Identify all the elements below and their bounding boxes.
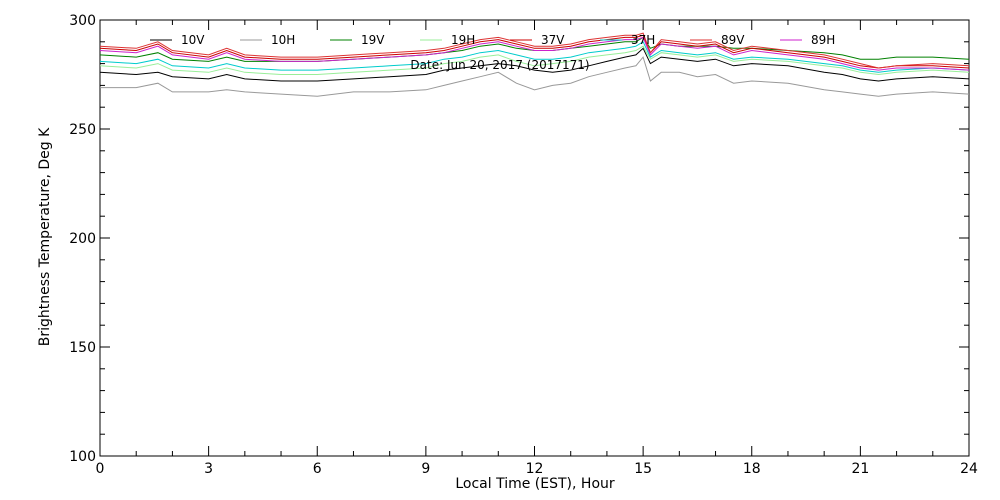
x-tick-label: 15 [634,461,652,477]
date-annotation: Date: Jun 20, 2017 (2017171) [410,58,589,72]
series-line-19v [99,36,970,62]
series-line-19h [99,45,970,76]
x-tick-label: 3 [204,461,213,477]
series-line-89h [99,36,970,71]
legend-label: 19H [451,33,475,47]
legend-label: 10V [181,33,205,47]
y-tick-label: 150 [69,340,96,356]
x-tick-label: 18 [743,461,761,477]
axis-ticks: 0 3 6 9 12 15 18 21 24 100 150 200 250 300 [69,13,978,477]
legend-label: 89V [721,33,745,47]
x-tick-label: 24 [960,461,978,477]
series-line-10v [99,47,970,82]
legend-label: 19V [361,33,385,47]
series-line-37h [99,41,970,73]
legend-label: 89H [811,33,835,47]
series-line-89v [99,32,970,69]
x-tick-label: 9 [421,461,430,477]
y-axis-label: Brightness Temperature, Deg K [37,127,53,346]
legend: 10V 10H 19V 19H 37V 37H 89V 89H [150,33,835,47]
x-tick-label: 0 [96,461,105,477]
x-tick-label: 21 [851,461,869,477]
x-tick-label: 6 [313,461,322,477]
legend-label: 37H [631,33,655,47]
y-tick-label: 250 [69,122,96,138]
x-tick-label: 12 [526,461,544,477]
plot-frame [99,19,970,457]
x-axis-label: Local Time (EST), Hour [455,476,615,492]
plot-axes [99,19,970,457]
series-line-10h [100,56,970,97]
y-tick-label: 300 [69,13,96,29]
series-lines [99,32,970,97]
y-tick-label: 200 [69,231,96,247]
y-tick-label: 100 [69,449,96,465]
legend-label: 10H [271,33,295,47]
legend-label: 37V [541,33,565,47]
series-line-37v [99,34,970,69]
